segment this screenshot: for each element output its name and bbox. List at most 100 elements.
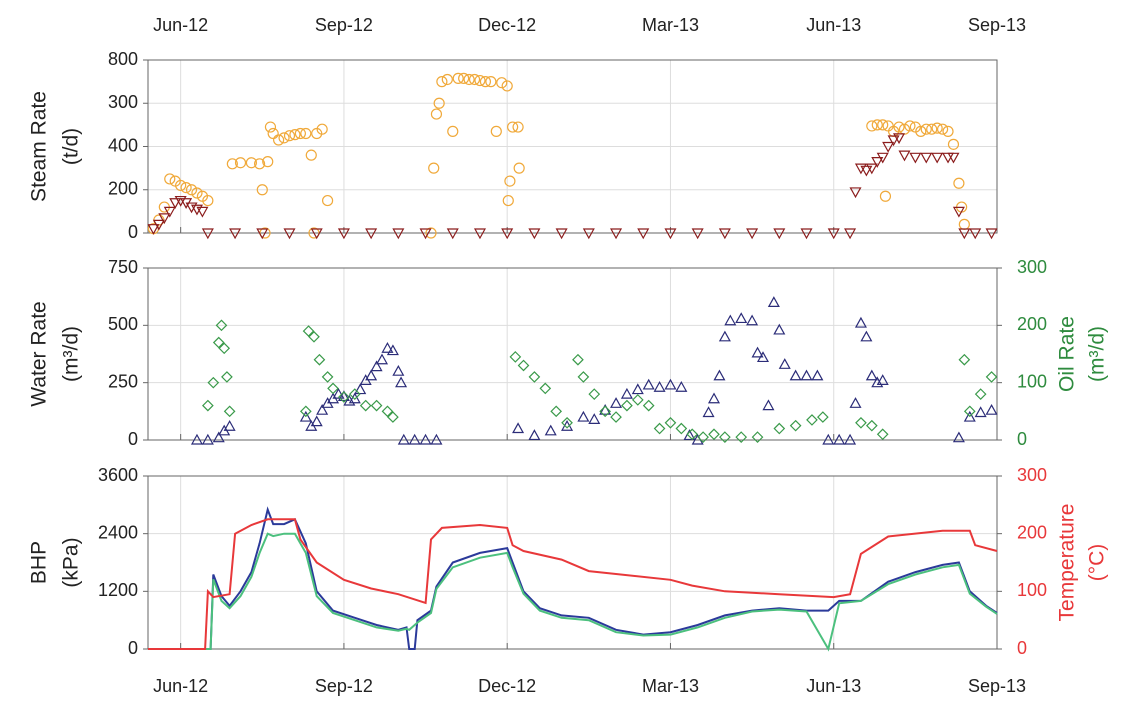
marker [212,431,225,443]
y-axis-title: (kPa) [60,537,83,587]
marker [849,397,862,408]
x-tick-label: Sep-13 [968,676,1026,696]
marker [879,190,892,202]
marker [898,150,911,162]
marker [310,228,323,240]
marker [305,149,317,161]
marker [778,358,791,369]
y2-axis-title: (m³/d) [1086,326,1109,382]
marker [202,194,214,207]
marker [202,399,214,412]
marker [253,158,266,170]
marker [283,130,296,142]
marker [855,416,867,429]
marker [683,429,696,441]
marker [653,422,666,435]
marker [620,387,633,399]
marker [713,369,726,381]
marker [473,228,487,240]
marker [735,431,748,443]
marker [386,344,399,356]
marker [926,123,938,135]
marker [147,224,160,235]
marker [653,381,666,392]
marker [221,371,233,383]
marker [735,312,748,324]
marker [215,319,228,332]
y-tick-label: 800 [108,49,138,69]
marker [871,119,883,131]
y2-tick-label: 300 [1017,465,1047,485]
marker [789,419,802,432]
marker [190,433,204,445]
x-tick-label: Sep-12 [315,676,373,696]
marker [433,97,445,109]
marker [718,228,731,240]
marker [264,121,277,133]
marker [664,378,677,390]
marker [419,228,432,240]
marker [234,157,247,169]
y-tick-label: 0 [128,638,138,658]
marker [207,376,220,389]
marker [800,369,813,381]
marker [387,411,399,423]
marker [806,414,818,426]
marker [321,371,334,383]
x-tick-label: Mar-13 [642,676,699,696]
marker [909,152,922,164]
marker [561,416,573,429]
marker [245,157,258,169]
marker [800,228,813,240]
marker [436,76,448,88]
y-tick-label: 300 [108,92,138,112]
plot-frame [147,475,998,650]
marker [686,428,699,441]
marker [904,120,916,132]
y2-tick-label: 0 [1017,638,1027,658]
marker [920,152,933,164]
marker [866,120,878,132]
marker [756,351,770,363]
y-axis-title: Water Rate [28,301,51,406]
x-tick-label: Dec-12 [478,676,536,696]
marker [702,406,715,418]
marker [308,330,320,343]
marker [664,416,677,429]
marker [283,228,296,240]
marker [577,410,590,422]
marker [190,204,204,216]
marker [513,162,525,174]
marker [463,73,475,86]
marker [447,125,459,137]
marker [893,121,905,133]
marker [773,228,786,240]
marker [931,152,944,164]
y-axis-title: (m³/d) [60,326,83,382]
marker [958,218,970,230]
y2-tick-label: 200 [1017,314,1047,334]
marker [816,411,829,423]
y2-tick-label: 200 [1017,522,1047,542]
marker [354,383,367,395]
marker [338,391,350,403]
y2-tick-label: 0 [1017,429,1027,449]
marker [458,72,470,84]
marker [860,165,873,177]
marker [218,342,231,355]
marker [428,162,440,174]
marker [375,353,389,365]
marker [762,399,775,411]
marker [267,127,279,140]
marker [724,314,737,326]
marker [509,351,522,363]
marker [833,433,846,445]
marker [691,228,704,240]
y-tick-label: 0 [128,429,138,449]
marker [392,364,405,376]
marker [958,353,971,366]
marker [180,181,192,194]
marker [528,371,541,383]
marker [201,228,214,240]
